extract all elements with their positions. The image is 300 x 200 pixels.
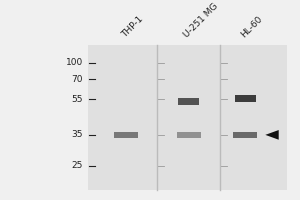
Polygon shape [265, 130, 279, 140]
Text: 55: 55 [72, 95, 83, 104]
Bar [114, 132, 138, 138]
Text: 70: 70 [72, 75, 83, 84]
Bar [235, 95, 256, 102]
Text: 100: 100 [66, 58, 83, 67]
Bar [233, 132, 257, 138]
Text: THP-1: THP-1 [120, 15, 145, 40]
Bar [178, 98, 199, 105]
Text: U-251 MG: U-251 MG [182, 2, 220, 40]
Bar [88, 45, 287, 190]
Text: 25: 25 [72, 161, 83, 170]
Bar [177, 132, 200, 138]
Text: HL-60: HL-60 [239, 15, 264, 40]
Text: 35: 35 [72, 130, 83, 139]
